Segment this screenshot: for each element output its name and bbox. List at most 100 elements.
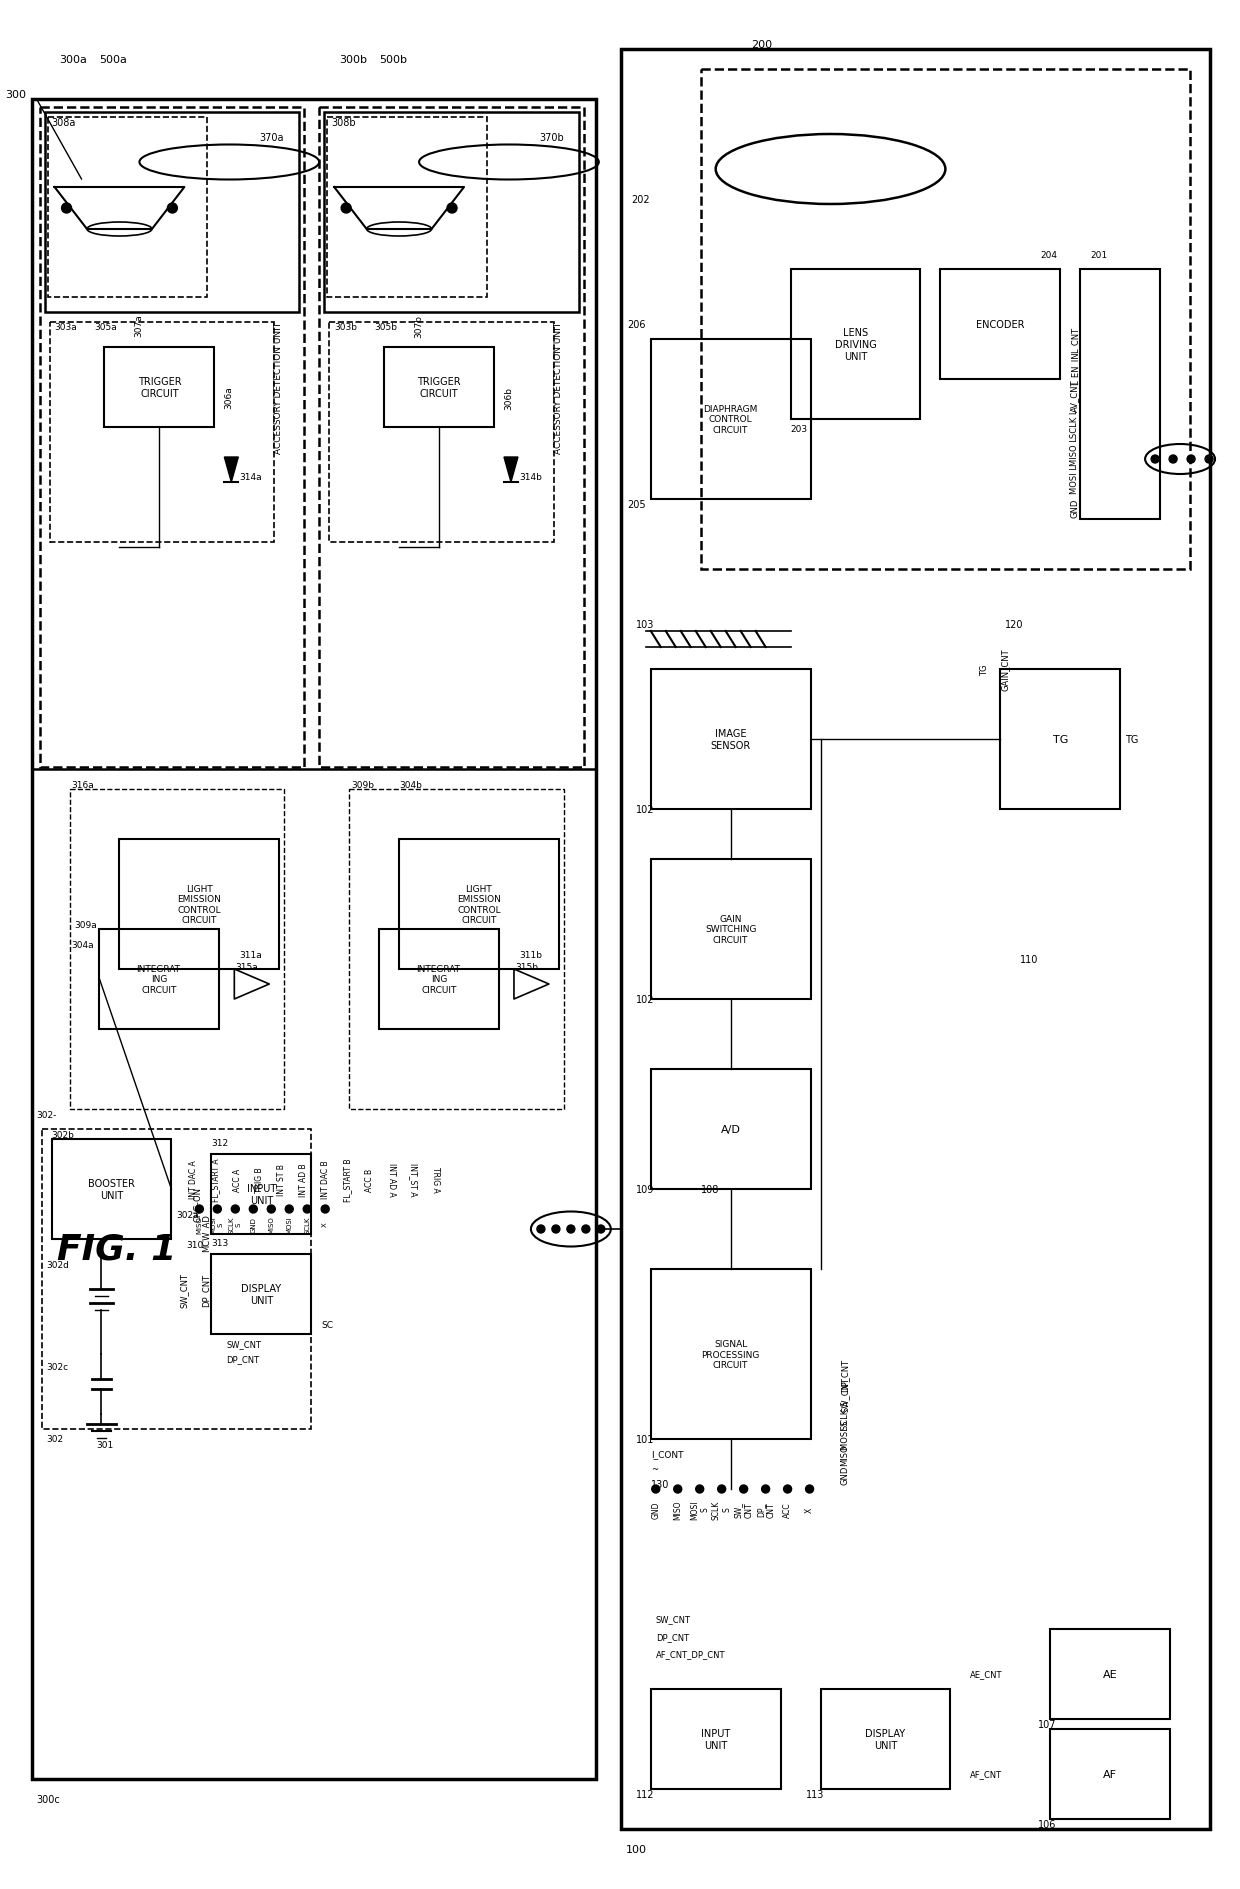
Text: SCLK
S: SCLK S: [712, 1500, 732, 1519]
Bar: [651, 1069, 811, 1190]
Text: 306b: 306b: [503, 385, 513, 410]
Text: SCLK: SCLK: [304, 1217, 310, 1234]
Text: FL_START B: FL_START B: [343, 1158, 352, 1201]
Circle shape: [806, 1485, 813, 1492]
Bar: [1001, 669, 1120, 810]
Text: 315a: 315a: [236, 963, 258, 973]
Text: GAIN_CNT: GAIN_CNT: [1001, 648, 1009, 691]
Text: DISPLAY
UNIT: DISPLAY UNIT: [242, 1283, 281, 1305]
Bar: [791, 270, 920, 419]
Text: 303b: 303b: [335, 323, 357, 332]
Text: DP_CNT: DP_CNT: [227, 1354, 259, 1364]
Circle shape: [1169, 455, 1177, 465]
Circle shape: [1187, 455, 1195, 465]
Text: INTEGRAT-
ING
CIRCUIT: INTEGRAT- ING CIRCUIT: [415, 965, 463, 994]
Text: LIGHT
EMISSION
CONTROL
CIRCUIT: LIGHT EMISSION CONTROL CIRCUIT: [177, 884, 221, 924]
Text: 313: 313: [211, 1237, 228, 1247]
Text: 308b: 308b: [331, 117, 356, 128]
Text: 311a: 311a: [239, 950, 262, 960]
Polygon shape: [503, 457, 518, 484]
Text: AF_CNT_DP_CNT: AF_CNT_DP_CNT: [656, 1649, 725, 1659]
Text: MISO: MISO: [268, 1215, 274, 1234]
Bar: [40, 108, 304, 767]
Text: 300: 300: [6, 91, 26, 100]
Text: MOSI
S: MOSI S: [211, 1215, 224, 1234]
Text: MCW_AD: MCW_AD: [201, 1213, 211, 1251]
Circle shape: [196, 1205, 203, 1213]
Text: AE_CNT: AE_CNT: [971, 1670, 1003, 1679]
Text: DISPLAY
UNIT: DISPLAY UNIT: [866, 1728, 905, 1749]
Bar: [399, 839, 559, 969]
Circle shape: [213, 1205, 221, 1213]
Bar: [651, 859, 811, 999]
Text: GND: GND: [841, 1464, 849, 1485]
Bar: [651, 1689, 781, 1789]
Circle shape: [232, 1205, 239, 1213]
Text: 304a: 304a: [72, 941, 94, 948]
Circle shape: [321, 1205, 329, 1213]
Bar: [379, 929, 498, 1030]
Circle shape: [304, 1205, 311, 1213]
Text: FL_START A: FL_START A: [211, 1158, 221, 1201]
Text: MISO: MISO: [841, 1443, 849, 1466]
Text: SW_CNT: SW_CNT: [227, 1339, 262, 1349]
Bar: [319, 108, 584, 767]
Text: 206: 206: [627, 319, 646, 331]
Text: 302d: 302d: [47, 1260, 69, 1269]
Text: 308a: 308a: [52, 117, 76, 128]
Text: 106: 106: [1038, 1819, 1056, 1829]
Text: CHG-ON: CHG-ON: [193, 1186, 202, 1222]
Text: TRIGGER
CIRCUIT: TRIGGER CIRCUIT: [138, 378, 181, 399]
Text: 307a: 307a: [134, 314, 144, 338]
Text: MOSI S: MOSI S: [841, 1419, 849, 1449]
Text: 316a: 316a: [72, 780, 94, 790]
Bar: [940, 270, 1060, 380]
Bar: [99, 929, 219, 1030]
Text: L_CNT: L_CNT: [1070, 327, 1079, 353]
Bar: [1050, 1728, 1171, 1819]
Bar: [350, 790, 564, 1109]
Circle shape: [567, 1226, 575, 1234]
Text: IMAGE
SENSOR: IMAGE SENSOR: [711, 729, 750, 750]
Circle shape: [249, 1205, 257, 1213]
Text: MISO: MISO: [196, 1215, 202, 1234]
Text: 102: 102: [636, 805, 655, 814]
Text: DP_CNT: DP_CNT: [656, 1632, 689, 1642]
Bar: [52, 1139, 171, 1239]
Text: SC: SC: [321, 1320, 334, 1328]
Bar: [821, 1689, 950, 1789]
Text: ~: ~: [651, 1464, 657, 1473]
Bar: [211, 1254, 311, 1334]
Text: 312: 312: [211, 1137, 228, 1147]
Bar: [621, 49, 1210, 1829]
Circle shape: [673, 1485, 682, 1492]
Circle shape: [552, 1226, 560, 1234]
Text: 303a: 303a: [55, 323, 77, 332]
Text: DP_
CNT: DP_ CNT: [756, 1502, 775, 1517]
Text: A/D: A/D: [720, 1124, 740, 1135]
Text: 309a: 309a: [74, 920, 97, 929]
Bar: [31, 100, 596, 1779]
Text: 101: 101: [636, 1434, 655, 1445]
Text: X: X: [322, 1222, 329, 1226]
Circle shape: [784, 1485, 791, 1492]
Text: DIAPHRAGM
CONTROL
CIRCUIT: DIAPHRAGM CONTROL CIRCUIT: [703, 404, 758, 434]
Text: SCLK S: SCLK S: [841, 1400, 849, 1428]
Text: 314a: 314a: [239, 474, 262, 482]
Text: 302-: 302-: [36, 1111, 57, 1118]
Text: GAIN
SWITCHING
CIRCUIT: GAIN SWITCHING CIRCUIT: [704, 914, 756, 944]
Bar: [119, 839, 279, 969]
Bar: [45, 113, 299, 314]
Text: TG: TG: [1053, 735, 1068, 744]
Text: 304b: 304b: [399, 780, 422, 790]
Text: 201: 201: [1090, 251, 1107, 259]
Text: 315b: 315b: [515, 963, 538, 973]
Text: MOSI
S: MOSI S: [689, 1500, 709, 1519]
Circle shape: [718, 1485, 725, 1492]
Text: GND: GND: [250, 1217, 257, 1232]
Text: 109: 109: [636, 1184, 655, 1194]
Circle shape: [761, 1485, 770, 1492]
Circle shape: [285, 1205, 293, 1213]
Text: 302a: 302a: [176, 1209, 200, 1218]
Text: INPUT
UNIT: INPUT UNIT: [701, 1728, 730, 1749]
